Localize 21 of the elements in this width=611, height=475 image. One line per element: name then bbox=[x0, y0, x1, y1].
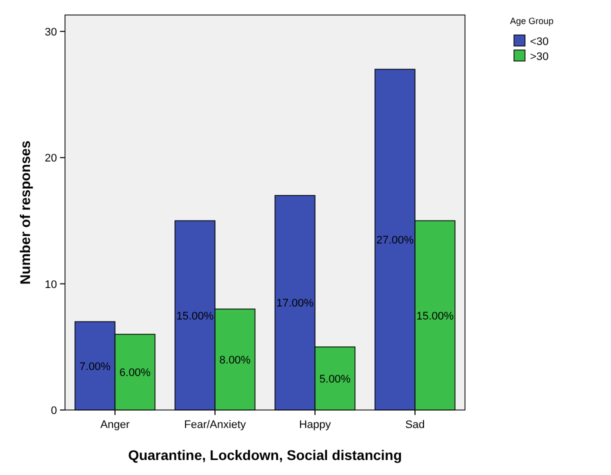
data-label: 17.00% bbox=[276, 298, 314, 310]
legend-title: Age Group bbox=[510, 16, 554, 26]
x-axis-title: Quarantine, Lockdown, Social distancing bbox=[128, 447, 402, 463]
x-tick-label: Sad bbox=[405, 419, 425, 431]
data-label: 15.00% bbox=[416, 310, 454, 322]
data-label: 5.00% bbox=[319, 373, 351, 386]
y-tick-label: 20 bbox=[44, 152, 57, 165]
y-tick-label: 30 bbox=[44, 26, 57, 38]
y-axis-title: Number of responses bbox=[17, 140, 33, 284]
data-label: 7.00% bbox=[79, 360, 111, 373]
data-label: 27.00% bbox=[376, 234, 414, 247]
x-tick-label: Anger bbox=[100, 419, 130, 431]
y-tick-label: 10 bbox=[44, 278, 57, 291]
data-label: 8.00% bbox=[219, 354, 251, 367]
x-tick-label: Happy bbox=[299, 419, 332, 431]
legend-label: <30 bbox=[530, 36, 549, 48]
x-tick-label: Fear/Anxiety bbox=[184, 419, 246, 431]
data-label: 6.00% bbox=[119, 367, 151, 380]
legend-label: >30 bbox=[530, 51, 549, 63]
data-label: 15.00% bbox=[176, 310, 214, 322]
y-tick-label: 0 bbox=[50, 405, 57, 417]
